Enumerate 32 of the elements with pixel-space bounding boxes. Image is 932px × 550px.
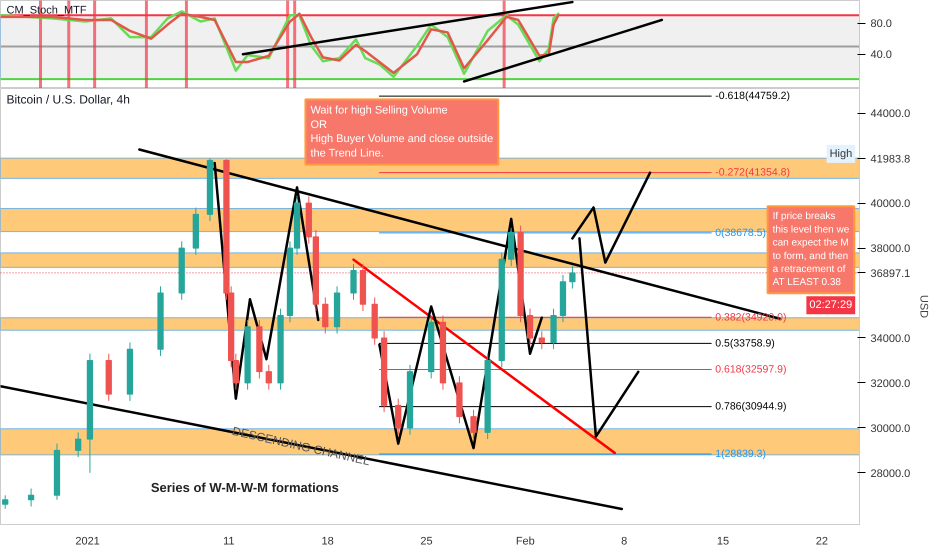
y-tick-label: 40000.0 [870,198,910,210]
series-label: 0.786(30944.9) [715,400,786,413]
y-axis-title: USD [917,294,930,318]
x-tick-label: 15 [716,536,730,548]
chart-title: Bitcoin / U.S. Dollar, 4h [6,92,130,106]
y-tick-label: 36897.1 [870,268,910,280]
series-label: 0.618(32597.9) [715,363,786,376]
series-label: 0.5(33758.9) [715,337,775,350]
y-tick-label: 40.0 [870,49,892,62]
x-tick-label: 22 [816,536,828,548]
x-tick-label: 2021 [75,536,100,548]
x-tick-label: 18 [322,536,334,548]
annotation: 02:27:29 [809,299,852,312]
annotation: Series of W-M-W-M formations [150,480,339,495]
series-label: -0.272(41354.8) [715,166,790,179]
x-tick-label: Feb [516,536,535,548]
y-tick-label: 80.0 [870,18,892,30]
y-tick-label: 28000.0 [870,468,910,480]
annotation: If price breaks this level then we can expect the M to form, and then a retracement of AT LEAST 0.38 [772,211,850,288]
x-tick-label: 8 [621,536,628,548]
series-label: -0.618(44759.2) [715,90,790,102]
y-tick-label: 30000.0 [870,422,910,435]
y-tick-label: 41983.8 [870,154,910,166]
y-tick-label: 38000.0 [870,243,910,256]
y-tick-label: 44000.0 [870,108,910,120]
x-tick-label: 11 [223,536,234,548]
series-label: 0.382(34920.0) [715,311,786,324]
y-tick-label: 34000.0 [870,332,910,345]
y-tick-label: 32000.0 [870,378,910,390]
annotation: High [830,148,852,160]
annotation: Wait for high Selling Volume OR High Buyer Volume and close outside the Trend Line. [310,104,494,160]
x-tick-label: 25 [420,536,433,548]
